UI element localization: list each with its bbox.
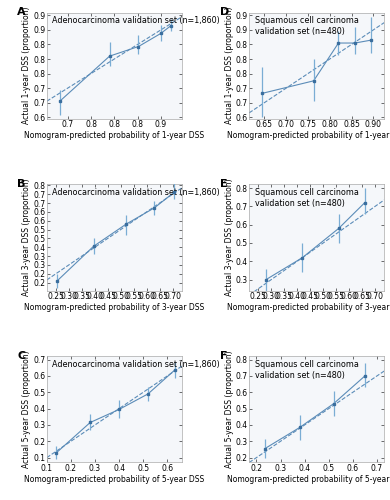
- Text: Squamous cell carcinoma
validation set (n=480): Squamous cell carcinoma validation set (…: [255, 188, 358, 208]
- X-axis label: Nomogram-predicted probability of 5-year DSS: Nomogram-predicted probability of 5-year…: [24, 475, 204, 484]
- Text: A: A: [17, 7, 26, 17]
- Text: Adenocarcinoma validation set (n=1,860): Adenocarcinoma validation set (n=1,860): [52, 188, 220, 196]
- Y-axis label: Actual 5-year DSS (proportion): Actual 5-year DSS (proportion): [22, 350, 31, 468]
- Text: C: C: [17, 351, 25, 361]
- Y-axis label: Actual 3-year DSS (proportion): Actual 3-year DSS (proportion): [22, 178, 31, 296]
- X-axis label: Nomogram-predicted probability of 5-year DSS: Nomogram-predicted probability of 5-year…: [227, 475, 390, 484]
- Text: B: B: [17, 179, 25, 189]
- Text: Squamous cell carcinoma
validation set (n=480): Squamous cell carcinoma validation set (…: [255, 360, 358, 380]
- Y-axis label: Actual 1-year DSS (proportion): Actual 1-year DSS (proportion): [22, 7, 31, 124]
- Text: Adenocarcinoma validation set (n=1,860): Adenocarcinoma validation set (n=1,860): [52, 16, 220, 24]
- X-axis label: Nomogram-predicted probability of 1-year DSS: Nomogram-predicted probability of 1-year…: [24, 131, 204, 140]
- Text: F: F: [220, 351, 227, 361]
- X-axis label: Nomogram-predicted probability of 3-year DSS: Nomogram-predicted probability of 3-year…: [227, 303, 390, 312]
- Text: Adenocarcinoma validation set (n=1,860): Adenocarcinoma validation set (n=1,860): [52, 360, 220, 368]
- Text: Squamous cell carcinoma
validation set (n=480): Squamous cell carcinoma validation set (…: [255, 16, 358, 36]
- Y-axis label: Actual 3-year DSS (proportion): Actual 3-year DSS (proportion): [225, 178, 234, 296]
- X-axis label: Nomogram-predicted probability of 1-year DSS: Nomogram-predicted probability of 1-year…: [227, 131, 390, 140]
- Y-axis label: Actual 1-year DSS (proportion): Actual 1-year DSS (proportion): [225, 7, 234, 124]
- Text: D: D: [220, 7, 229, 17]
- X-axis label: Nomogram-predicted probability of 3-year DSS: Nomogram-predicted probability of 3-year…: [24, 303, 204, 312]
- Text: E: E: [220, 179, 227, 189]
- Y-axis label: Actual 5-year DSS (proportion): Actual 5-year DSS (proportion): [225, 350, 234, 468]
